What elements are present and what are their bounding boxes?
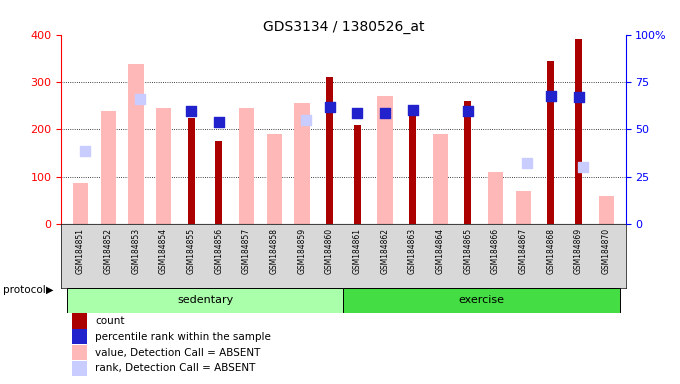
Text: rank, Detection Call = ABSENT: rank, Detection Call = ABSENT [95, 363, 256, 373]
Text: exercise: exercise [459, 295, 505, 305]
Bar [73, 329, 86, 344]
Bar [326, 77, 333, 224]
Text: GSM184870: GSM184870 [602, 228, 611, 274]
Point [324, 104, 335, 110]
Text: GSM184852: GSM184852 [104, 228, 113, 273]
Text: ▶: ▶ [46, 285, 54, 295]
Bar [464, 101, 471, 224]
Point [407, 106, 418, 113]
Text: count: count [95, 316, 124, 326]
Bar [188, 118, 194, 224]
Point [462, 108, 473, 114]
Bar [73, 361, 86, 376]
Bar [73, 313, 86, 329]
Text: percentile rank within the sample: percentile rank within the sample [95, 332, 271, 342]
Bar [67, 288, 343, 313]
Bar [432, 134, 448, 224]
Point [80, 148, 90, 154]
Text: GSM184858: GSM184858 [270, 228, 279, 273]
Text: GSM184866: GSM184866 [491, 228, 500, 274]
Text: protocol: protocol [3, 285, 46, 295]
Point [573, 94, 584, 100]
Title: GDS3134 / 1380526_at: GDS3134 / 1380526_at [262, 20, 424, 33]
Point [545, 93, 556, 99]
Bar [598, 196, 614, 224]
Point [379, 110, 390, 116]
Text: GSM184854: GSM184854 [159, 228, 168, 274]
Bar [377, 96, 392, 224]
Text: value, Detection Call = ABSENT: value, Detection Call = ABSENT [95, 348, 260, 358]
Text: GSM184859: GSM184859 [297, 228, 307, 274]
Text: GSM184869: GSM184869 [574, 228, 583, 274]
Text: sedentary: sedentary [177, 295, 233, 305]
Bar [129, 65, 143, 224]
Bar [73, 345, 86, 360]
Text: GSM184855: GSM184855 [187, 228, 196, 274]
Point [522, 160, 533, 166]
Bar [575, 39, 582, 224]
Text: GSM184862: GSM184862 [380, 228, 390, 273]
Bar [488, 172, 503, 224]
Text: GSM184853: GSM184853 [131, 228, 140, 274]
Point [214, 119, 224, 126]
Bar [239, 108, 254, 224]
Point [577, 164, 588, 170]
Text: GSM184865: GSM184865 [463, 228, 473, 274]
Bar [101, 111, 116, 224]
Text: GSM184867: GSM184867 [519, 228, 528, 274]
Bar [343, 288, 620, 313]
Bar [515, 191, 531, 224]
Text: GSM184857: GSM184857 [242, 228, 251, 274]
Text: GSM184861: GSM184861 [353, 228, 362, 273]
Point [135, 96, 146, 102]
Bar [267, 134, 282, 224]
Bar [156, 108, 171, 224]
Point [352, 110, 362, 116]
Bar [547, 61, 554, 224]
Text: GSM184856: GSM184856 [214, 228, 224, 274]
Text: GSM184868: GSM184868 [547, 228, 556, 273]
Point [186, 108, 197, 114]
Text: GSM184860: GSM184860 [325, 228, 334, 274]
Bar [216, 141, 222, 224]
Point [301, 117, 311, 123]
Bar [354, 125, 360, 224]
Text: GSM184863: GSM184863 [408, 228, 417, 274]
Bar [409, 111, 416, 224]
Text: GSM184851: GSM184851 [76, 228, 85, 273]
Text: GSM184864: GSM184864 [436, 228, 445, 274]
Bar [294, 103, 309, 224]
Bar [73, 183, 88, 224]
